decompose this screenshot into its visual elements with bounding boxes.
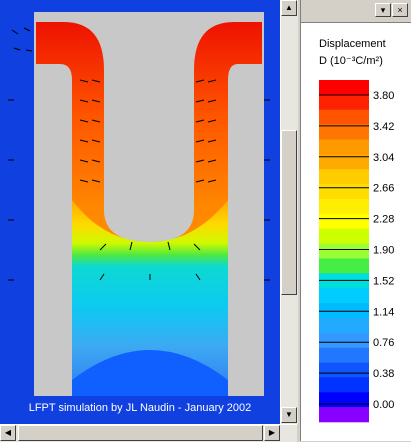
legend-swatch <box>319 94 369 111</box>
legend-tick-label: 3.80 <box>373 90 394 102</box>
scroll-down-button[interactable]: ▼ <box>281 407 297 423</box>
legend-swatch <box>319 124 369 140</box>
legend-swatch <box>319 169 369 185</box>
legend-swatch <box>319 109 369 125</box>
simulation-caption: LFPT simulation by JL Naudin - January 2… <box>28 402 252 414</box>
scroll-up-button[interactable]: ▲ <box>281 0 297 16</box>
legend-tick-label: 0.76 <box>373 337 394 349</box>
legend-swatch <box>319 392 369 408</box>
legend-unit: D (10⁻³C/m²) <box>319 55 383 67</box>
legend-swatch <box>319 228 369 244</box>
legend-title: Displacement <box>319 38 386 50</box>
chevron-down-icon: ▾ <box>380 5 386 15</box>
legend-tick-label: 2.28 <box>373 214 394 226</box>
legend-tick-label: 1.14 <box>373 306 394 318</box>
vertical-scroll-thumb[interactable] <box>281 130 297 295</box>
legend-swatch <box>319 332 369 348</box>
legend-swatch <box>319 317 369 334</box>
legend-swatch <box>319 243 369 259</box>
scroll-right-button[interactable]: ▶ <box>264 425 280 441</box>
panel-close-button[interactable]: × <box>392 3 408 17</box>
legend-tick-label: 1.90 <box>373 245 394 257</box>
vertical-scrollbar[interactable]: ▲ ▼ <box>280 0 298 424</box>
legend-swatch <box>319 288 369 304</box>
legend-tick-label: 0.38 <box>373 368 394 380</box>
legend-panel: ▾ × Displacement D (10⁻³C/m²) 3.80 3.42 3.… <box>300 0 411 441</box>
legend-swatch <box>319 184 369 200</box>
horizontal-scroll-thumb[interactable] <box>18 425 263 441</box>
arrow-up-icon: ▲ <box>285 3 293 12</box>
legend-swatch <box>319 303 369 319</box>
legend-panel-titlebar: ▾ × <box>301 0 411 23</box>
legend-swatch <box>319 362 369 378</box>
color-scale: 3.80 3.42 3.04 2.66 2.28 1.90 1.52 1.14 0.76 0.38… <box>319 80 394 423</box>
legend-tick-label: 3.04 <box>373 152 394 164</box>
arrow-left-icon: ◀ <box>4 428 12 437</box>
legend-tick-label: 3.42 <box>373 121 394 133</box>
legend-tick-label: 0.00 <box>373 399 394 411</box>
legend-swatch <box>319 377 369 393</box>
legend-swatch <box>319 198 369 215</box>
legend-swatch <box>319 258 369 274</box>
legend-swatch <box>319 347 369 363</box>
simulation-view <box>0 0 280 424</box>
legend-swatch <box>319 154 369 170</box>
panel-menu-button[interactable]: ▾ <box>375 3 391 17</box>
legend-swatch <box>319 80 369 96</box>
horizontal-scrollbar[interactable]: ◀ ▶ <box>0 424 297 442</box>
legend-swatch <box>319 213 369 229</box>
close-icon: × <box>397 5 403 15</box>
legend-swatch <box>319 407 369 423</box>
scroll-left-button[interactable]: ◀ <box>0 425 16 441</box>
arrow-down-icon: ▼ <box>285 410 293 419</box>
legend-tick-label: 1.52 <box>373 275 394 287</box>
legend-swatch <box>319 139 369 155</box>
legend-tick-label: 2.66 <box>373 183 394 195</box>
arrow-right-icon: ▶ <box>268 428 276 437</box>
